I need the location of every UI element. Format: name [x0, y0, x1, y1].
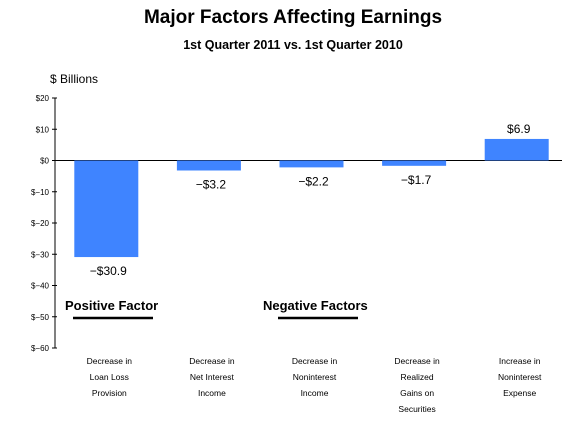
y-tick-label: $10	[36, 125, 50, 134]
data-label: −$30.9	[90, 264, 127, 278]
annotation-label: Negative Factors	[263, 298, 368, 313]
category-label: Loan Loss	[90, 372, 129, 382]
bar	[74, 160, 139, 258]
category-label: Expense	[503, 388, 536, 398]
plot-area: $20 $10 $0 $−10 $−20 $−30 $−40 $−50 $−60 −$30.9 De…	[31, 94, 562, 414]
data-label: −$3.2	[196, 178, 227, 192]
data-label: $6.9	[507, 122, 531, 136]
annotation-label: Positive Factor	[65, 298, 158, 313]
category-label: Provision	[92, 388, 127, 398]
category-label: Noninterest	[293, 372, 337, 382]
bar	[382, 160, 447, 166]
y-tick-label: $−60	[31, 344, 50, 353]
y-tick-label: $−30	[31, 250, 50, 259]
category-label: Decrease in	[189, 356, 235, 366]
y-tick-label: $20	[36, 94, 50, 103]
category-label: Securities	[398, 404, 435, 414]
bar	[279, 160, 344, 168]
category-label: Decrease in	[394, 356, 440, 366]
chart-title: Major Factors Affecting Earnings	[144, 7, 442, 28]
y-tick-label: $−20	[31, 219, 50, 228]
y-tick-label: $0	[40, 157, 49, 166]
y-tick-label: $−10	[31, 188, 50, 197]
category-label: Increase in	[499, 356, 541, 366]
category-label: Income	[198, 388, 226, 398]
category-label: Net Interest	[190, 372, 235, 382]
y-axis-label: $ Billions	[50, 72, 98, 86]
category-label: Gains on	[400, 388, 434, 398]
bar	[484, 138, 549, 161]
category-label: Realized	[401, 372, 434, 382]
y-tick-label: $−40	[31, 282, 50, 291]
bar	[176, 160, 241, 171]
category-label: Decrease in	[87, 356, 133, 366]
data-label: −$1.7	[401, 173, 432, 187]
data-label: −$2.2	[298, 174, 329, 188]
category-label: Decrease in	[292, 356, 338, 366]
chart-subtitle: 1st Quarter 2011 vs. 1st Quarter 2010	[183, 38, 403, 52]
category-label: Income	[301, 388, 329, 398]
y-tick-label: $−50	[31, 313, 50, 322]
category-label: Noninterest	[498, 372, 542, 382]
